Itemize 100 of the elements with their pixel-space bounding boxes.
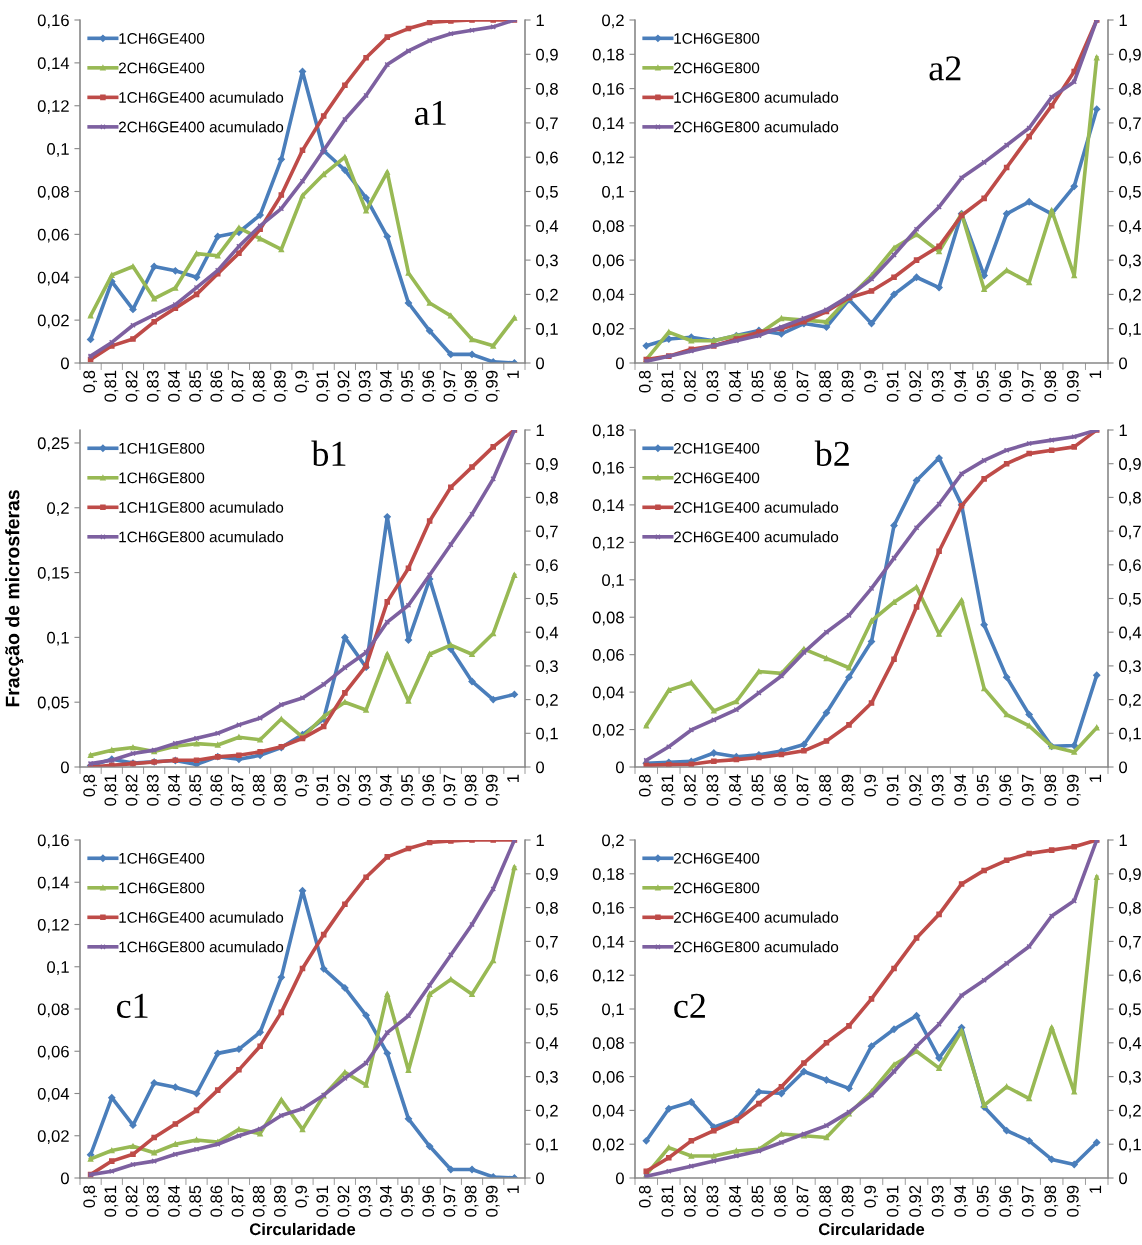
x-tick-label: 0,82 <box>683 774 698 806</box>
x-tick-label: 0,95 <box>976 370 991 402</box>
y2-tick-label: 0,4 <box>1119 220 1142 234</box>
legend-label: 1CH6GE800 acumulado <box>119 941 284 953</box>
x-tick-label: 0,99 <box>1066 1185 1081 1217</box>
legend-label: 1CH6GE800 acumulado <box>119 531 284 543</box>
x-tick-label: 0,81 <box>104 774 119 806</box>
x-tick-label: 0,91 <box>886 1185 901 1217</box>
y2-tick-label: 0,1 <box>1119 323 1141 337</box>
y-tick-label: 0,02 <box>37 314 69 329</box>
x-tick-label: 0,87 <box>231 370 246 402</box>
y-tick-label: 0,16 <box>37 14 69 29</box>
y2-tick-label: 0,4 <box>1119 1037 1142 1051</box>
x-tick-label: 0,86 <box>774 1185 788 1217</box>
annotation: b1 <box>311 440 346 466</box>
x-tick-label: 0,94 <box>379 1185 394 1217</box>
legend-label: 1CH1GE800 acumulado <box>119 501 284 513</box>
x-tick-label: 0,82 <box>683 370 698 402</box>
y-axis-title: Fracção de microsferas <box>5 490 24 707</box>
x-tick-label: 0,94 <box>954 370 969 402</box>
y-tick-label: 0,1 <box>602 185 624 200</box>
y-tick-label: 0,1 <box>602 1003 624 1018</box>
y2-tick-label: 0,7 <box>536 525 558 540</box>
x-tick-label: 1 <box>507 774 519 782</box>
y-tick-label: 0,08 <box>592 220 624 234</box>
x-tick-label: 0,92 <box>337 370 352 402</box>
x-tick-label: 0,89 <box>841 1185 856 1217</box>
y2-tick-label: 0 <box>536 1172 545 1185</box>
legend-label: 2CH6GE400 <box>673 472 760 484</box>
y-tick-label: 0,06 <box>592 254 624 269</box>
x-tick-label: 0,88 <box>252 370 267 402</box>
y2-tick-label: 0,2 <box>536 694 558 708</box>
y2-tick-label: 1 <box>536 424 544 437</box>
legend-label: 2CH1GE400 <box>673 442 760 454</box>
y-tick-label: 0,18 <box>592 868 624 882</box>
x-tick-label: 0,92 <box>909 370 923 402</box>
x-tick-label: 0,86 <box>774 774 788 806</box>
x-tick-label: 0,84 <box>729 774 743 806</box>
y2-tick-label: 0,5 <box>536 592 558 607</box>
x-tick-label: 0,87 <box>796 1185 811 1217</box>
y-tick-label: 0,02 <box>592 723 624 738</box>
y2-tick-label: 0,8 <box>536 491 558 506</box>
y-tick-label: 0,16 <box>592 902 624 916</box>
y-tick-label: 0,12 <box>592 969 624 984</box>
x-tick-label: 0,96 <box>999 774 1014 806</box>
x-tick-label: 0,91 <box>316 774 331 806</box>
x-tick-label: 0,84 <box>729 370 743 402</box>
x-tick-label: 0,87 <box>231 774 246 806</box>
y-tick-label: 0,18 <box>592 48 624 63</box>
x-tick-label: 0,84 <box>168 1185 182 1217</box>
y2-tick-label: 0,4 <box>536 220 559 234</box>
x-tick-label: 0,82 <box>125 1185 140 1217</box>
x-tick-label: 0,86 <box>210 1185 225 1217</box>
legend-label: 1CH6GE400 <box>119 852 205 864</box>
x-tick-label: 0,98 <box>1044 1185 1059 1217</box>
x-tick-label: 0,96 <box>422 1185 437 1217</box>
y2-tick-label: 0,6 <box>1119 151 1141 166</box>
legend-label: 2CH1GE400 acumulado <box>673 501 839 513</box>
x-tick-label: 0,92 <box>337 774 352 806</box>
y-tick-label: 0,1 <box>47 143 69 157</box>
y-tick-label: 0,25 <box>37 437 69 452</box>
x-tick-label: 0,98 <box>464 774 479 806</box>
y2-tick-label: 0,7 <box>1119 525 1141 540</box>
x-tick-label: 0,8 <box>638 774 653 797</box>
y2-tick-label: 0,3 <box>1119 660 1141 675</box>
legend-label: 1CH6GE800 <box>119 882 205 894</box>
x-tick-label: 0,83 <box>706 370 721 402</box>
x-tick-label: 0,8 <box>83 1185 98 1208</box>
y-tick-label: 0,14 <box>592 935 625 950</box>
y-tick-label: 0 <box>60 761 69 774</box>
x-tick-label: 0,87 <box>231 1185 246 1217</box>
x-tick-label: 0,9 <box>295 1185 309 1208</box>
x-tick-label: 0,88 <box>819 370 833 402</box>
y-tick-label: 0,06 <box>37 228 69 243</box>
y-tick-label: 0,04 <box>592 288 625 303</box>
x-axis-title: Circularidade <box>818 1222 925 1236</box>
y2-tick-label: 0,4 <box>536 626 559 641</box>
y2-tick-label: 0,3 <box>536 1071 558 1085</box>
x-tick-label: 0,86 <box>210 370 225 402</box>
y-tick-label: 0,12 <box>37 918 69 933</box>
y2-tick-label: 0,6 <box>536 151 558 166</box>
x-tick-label: 0,99 <box>1066 774 1081 806</box>
y2-tick-label: 0,7 <box>536 935 558 950</box>
y-tick-label: 0,16 <box>37 834 69 849</box>
y-tick-label: 0,2 <box>602 834 624 849</box>
x-tick-label: 0,87 <box>796 370 811 402</box>
x-tick-label: 0,87 <box>796 774 811 806</box>
y-tick-label: 0,04 <box>37 1087 70 1102</box>
x-tick-label: 0,8 <box>638 370 653 393</box>
x-tick-label: 0,83 <box>706 1185 721 1217</box>
x-tick-label: 0,99 <box>485 370 500 402</box>
x-tick-label: 0,89 <box>841 370 856 402</box>
legend-label: 1CH6GE400 acumulado <box>119 91 284 103</box>
y-tick-label: 0,04 <box>592 686 625 701</box>
y-tick-label: 0,06 <box>592 649 624 663</box>
x-tick-label: 0,93 <box>358 370 373 402</box>
x-tick-label: 0,86 <box>210 774 225 806</box>
y2-tick-label: 0,9 <box>1119 458 1141 472</box>
x-tick-label: 0,85 <box>189 774 203 806</box>
y-tick-label: 0,02 <box>592 323 624 337</box>
